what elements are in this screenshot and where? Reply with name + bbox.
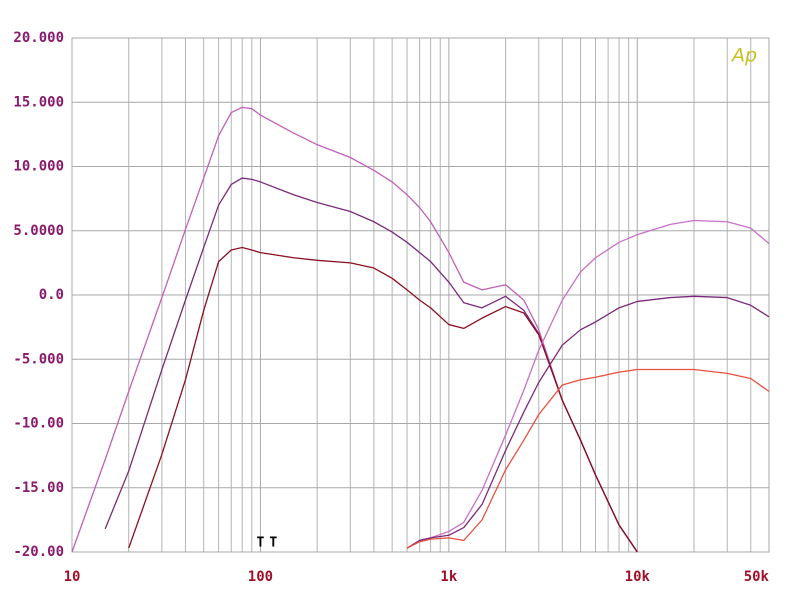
y-tick-label: 15.000 — [13, 94, 64, 110]
labels: 20.000 15.000 10.000 5.0000 0.0 -5.000 -10.00 -… — [13, 30, 769, 585]
response-curve — [406, 368, 770, 549]
y-tick-label: -10.00 — [13, 416, 64, 432]
x-tick-label: 100 — [248, 569, 273, 585]
y-tick-label: 0.0 — [39, 287, 64, 303]
logo: Ap — [730, 45, 757, 67]
x-tick-label: 50k — [744, 569, 770, 585]
y-tick-label: -20.00 — [13, 544, 64, 560]
y-tick-label: 5.0000 — [13, 223, 64, 239]
curves — [71, 106, 770, 553]
cursor-marker: T — [257, 536, 265, 551]
response-curve — [406, 219, 770, 549]
y-tick-label: -15.00 — [13, 480, 64, 496]
plot-frame — [71, 37, 770, 553]
x-tick-label: 1k — [440, 569, 457, 585]
response-curve — [406, 295, 770, 549]
cursor-marker: T — [269, 536, 277, 551]
y-tick-label: 10.000 — [13, 159, 64, 175]
response-curve — [128, 246, 638, 553]
x-tick-label: 10k — [625, 569, 651, 585]
x-tick-label: 10 — [64, 569, 81, 585]
y-tick-label: 20.000 — [13, 30, 64, 46]
y-tick-label: -5.000 — [13, 351, 64, 367]
grid — [71, 37, 770, 553]
